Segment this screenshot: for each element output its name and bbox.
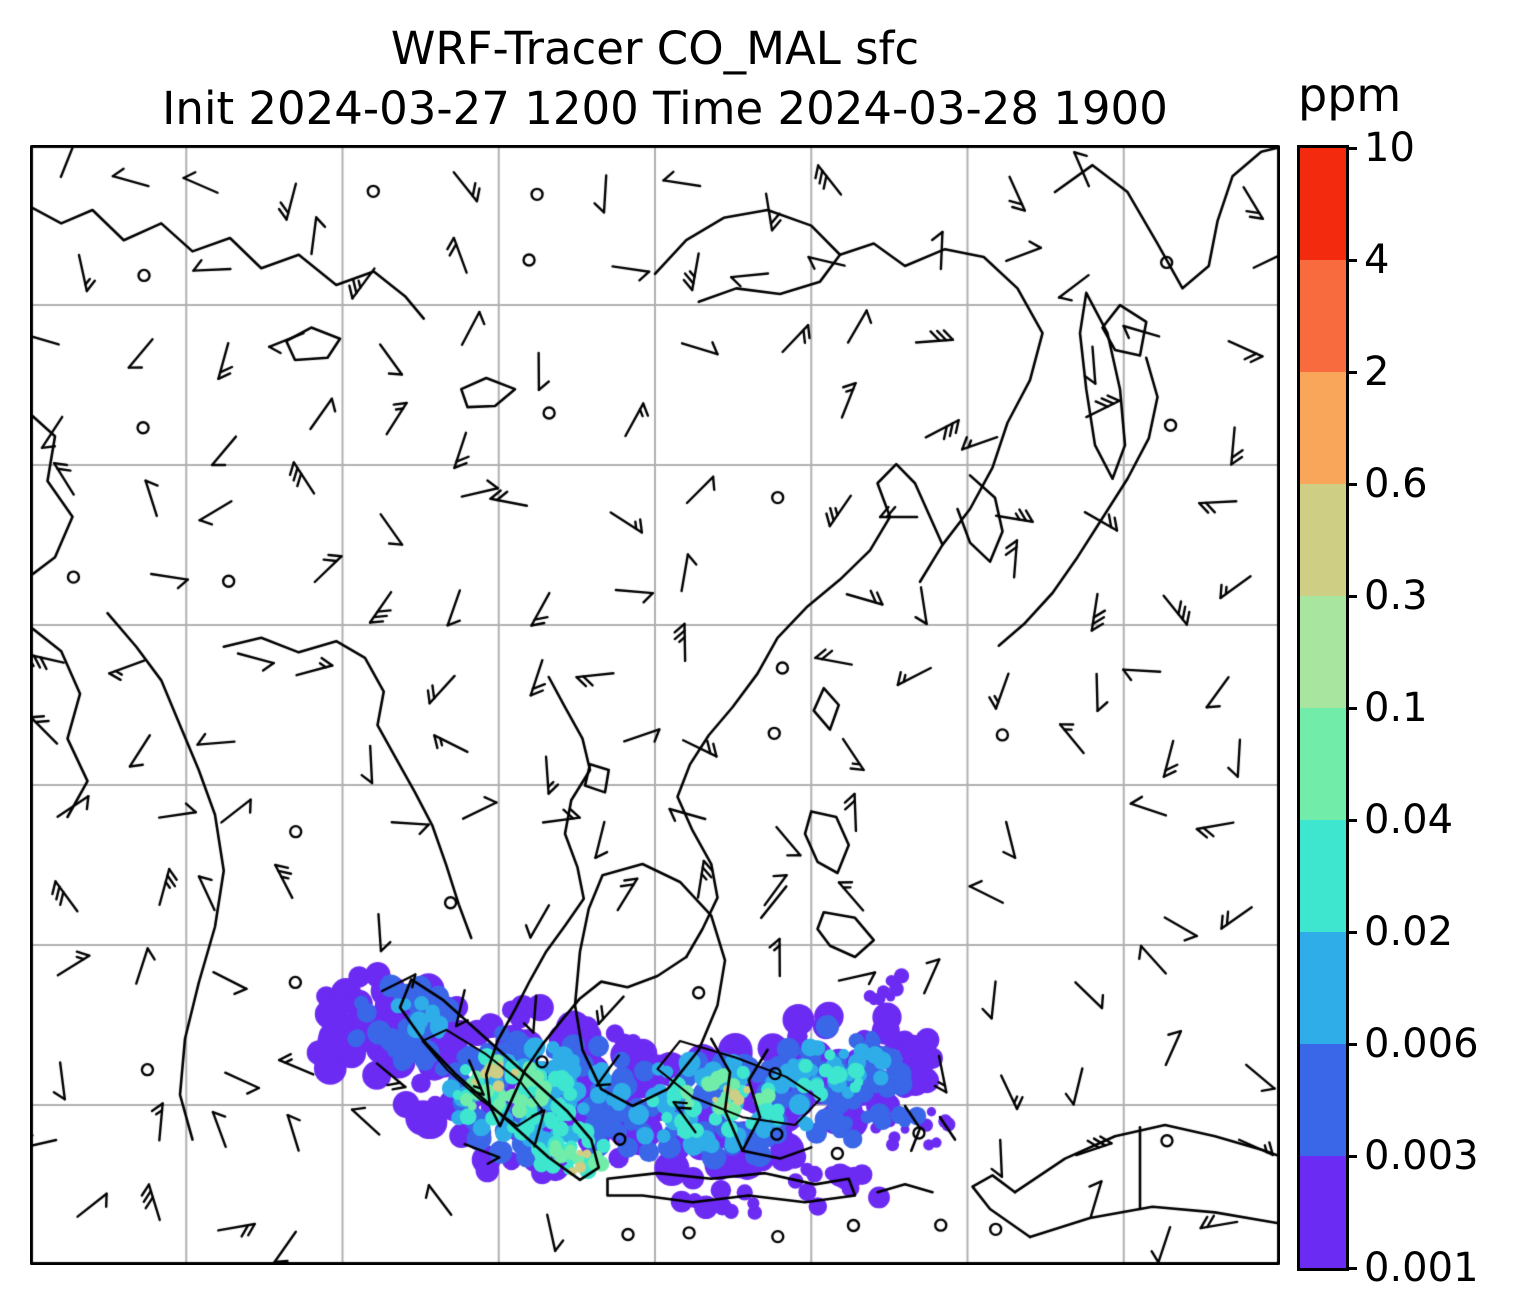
colorbar-segment-6 bbox=[1300, 820, 1346, 932]
colorbar-tick bbox=[1346, 594, 1357, 598]
map-canvas bbox=[30, 145, 1280, 1265]
colorbar-segment-9 bbox=[1300, 1156, 1346, 1268]
map-plot-area bbox=[30, 145, 1280, 1265]
colorbar-segment-0 bbox=[1300, 148, 1346, 260]
colorbar-tick bbox=[1346, 818, 1357, 822]
colorbar-segment-2 bbox=[1300, 372, 1346, 484]
colorbar-tick-label: 0.1 bbox=[1364, 685, 1428, 731]
colorbar bbox=[1297, 145, 1349, 1271]
colorbar-tick bbox=[1346, 1266, 1357, 1270]
plot-title: WRF-Tracer CO_MAL sfc bbox=[390, 22, 920, 75]
colorbar-tick-label: 0.02 bbox=[1364, 909, 1454, 955]
colorbar-tick-label: 0.3 bbox=[1364, 573, 1428, 619]
colorbar-tick-labels: 10 4 2 0.6 0.3 0.1 0.04 0.02 0.006 0.003 0.001 bbox=[1364, 125, 1524, 1291]
colorbar-tick-marks bbox=[1346, 145, 1360, 1271]
colorbar-tick bbox=[1346, 1154, 1357, 1158]
colorbar-tick bbox=[1346, 1042, 1357, 1046]
plot-subtitle: Init 2024-03-27 1200 Time 2024-03-28 190… bbox=[162, 82, 1168, 135]
colorbar-tick-label: 0.001 bbox=[1364, 1245, 1479, 1291]
colorbar-tick-label: 4 bbox=[1364, 237, 1390, 283]
colorbar-segment-3 bbox=[1300, 484, 1346, 596]
colorbar-tick-label: 0.003 bbox=[1364, 1133, 1479, 1179]
colorbar-tick bbox=[1346, 258, 1357, 262]
colorbar-tick-label: 0.6 bbox=[1364, 461, 1428, 507]
colorbar-segment-8 bbox=[1300, 1044, 1346, 1156]
colorbar-tick bbox=[1346, 370, 1357, 374]
colorbar-tick-label: 0.04 bbox=[1364, 797, 1454, 843]
colorbar-segment-7 bbox=[1300, 932, 1346, 1044]
colorbar-tick-label: 0.006 bbox=[1364, 1021, 1479, 1067]
colorbar-tick bbox=[1346, 930, 1357, 934]
colorbar-tick bbox=[1346, 146, 1357, 150]
colorbar-segment-1 bbox=[1300, 260, 1346, 372]
colorbar-unit-label: ppm bbox=[1298, 68, 1402, 122]
colorbar-tick-label: 2 bbox=[1364, 349, 1390, 395]
colorbar-tick bbox=[1346, 706, 1357, 710]
colorbar-segment-5 bbox=[1300, 708, 1346, 820]
colorbar-tick bbox=[1346, 482, 1357, 486]
colorbar-segment-4 bbox=[1300, 596, 1346, 708]
colorbar-tick-label: 10 bbox=[1364, 125, 1415, 171]
